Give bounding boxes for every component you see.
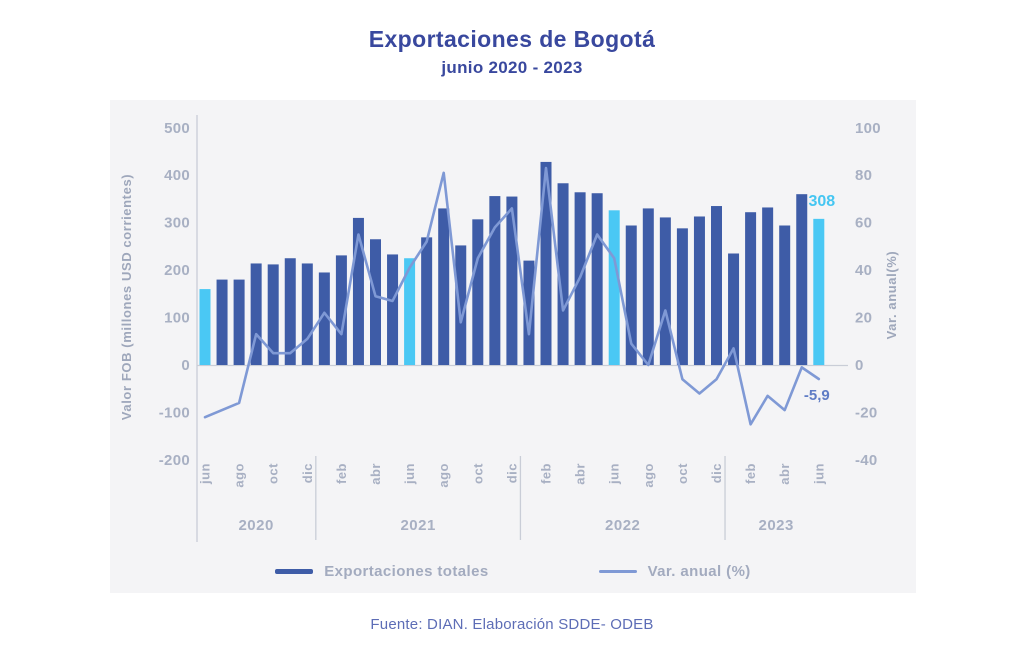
bar-jul-25 xyxy=(625,225,637,365)
left-axis-title: Valor FOB (millones USD corrientes) xyxy=(119,174,134,420)
left-axis-tick: 0 xyxy=(181,357,190,374)
x-axis-month-tick: abr xyxy=(368,463,383,485)
bar-dic-6 xyxy=(301,263,313,365)
right-axis-title: Var. anual(%) xyxy=(884,251,899,340)
x-axis-month-tick: jun xyxy=(198,463,213,485)
x-axis-month-tick: oct xyxy=(266,463,281,484)
x-axis-month-tick: abr xyxy=(777,463,792,485)
source-note: Fuente: DIAN. Elaboración SDDE- ODEB xyxy=(370,616,654,633)
bar-feb-20 xyxy=(540,161,552,365)
left-axis-tick: -200 xyxy=(159,452,190,469)
left-axis-tick: 500 xyxy=(164,120,190,137)
x-axis-year-label: 2022 xyxy=(605,517,640,534)
x-axis-month-tick: feb xyxy=(334,463,349,484)
bar-may-35 xyxy=(796,194,808,365)
right-axis-tick: 20 xyxy=(855,310,872,327)
last-bar-value-label: 308 xyxy=(808,193,835,210)
right-axis-tick: 80 xyxy=(855,167,872,184)
left-axis-tick: -100 xyxy=(159,404,190,421)
right-axis-tick: 100 xyxy=(855,120,881,137)
bar-may-11 xyxy=(387,254,399,365)
chart-plot-area: 5004003002001000-100-200100806040200-20-… xyxy=(119,115,899,542)
x-axis-year-label: 2021 xyxy=(400,517,435,534)
legend-line-swatch xyxy=(598,570,637,573)
x-axis-month-tick: jun xyxy=(402,463,417,485)
x-axis-month-tick: feb xyxy=(539,463,554,484)
bar-oct-28 xyxy=(676,228,688,365)
legend-line-label: Var. anual (%) xyxy=(647,563,751,580)
x-axis-year-label: 2023 xyxy=(758,517,793,534)
bar-mar-9 xyxy=(352,217,364,365)
bar-abr-10 xyxy=(370,239,381,365)
bar-ago-2 xyxy=(233,279,245,365)
bar-jul-1 xyxy=(216,279,228,365)
bar-dic-30 xyxy=(711,206,722,365)
x-axis-month-tick: dic xyxy=(504,463,519,483)
bar-sep-15 xyxy=(455,245,467,365)
bar-jun-24 xyxy=(608,210,620,365)
bar-oct-4 xyxy=(267,264,279,365)
bar-jun-0 xyxy=(199,289,211,365)
legend-item-var-anual: Var. anual (%) xyxy=(598,563,751,580)
bar-jun-12 xyxy=(404,258,416,365)
left-axis-tick: 400 xyxy=(164,167,190,184)
bar-ene-19 xyxy=(523,260,535,365)
bar-jun-36 xyxy=(813,218,825,365)
x-axis-month-tick: ago xyxy=(641,463,656,488)
right-axis-tick: -40 xyxy=(855,452,878,469)
x-axis-month-tick: dic xyxy=(300,463,315,483)
bar-ago-26 xyxy=(642,208,654,365)
right-axis-tick: 0 xyxy=(855,357,864,374)
bar-nov-17 xyxy=(489,196,501,365)
x-axis-year-label: 2020 xyxy=(238,517,273,534)
legend-bar-label: Exportaciones totales xyxy=(324,563,489,580)
bar-may-23 xyxy=(591,193,603,365)
x-axis-month-tick: ago xyxy=(436,463,451,488)
bar-jul-13 xyxy=(421,237,433,365)
bar-ago-14 xyxy=(438,208,450,365)
bar-mar-21 xyxy=(557,183,569,365)
left-axis-tick: 300 xyxy=(164,215,190,232)
legend-item-exportaciones-totales: Exportaciones totales xyxy=(275,563,488,580)
chart-title: Exportaciones de Bogotá xyxy=(368,26,656,52)
legend-bar-swatch xyxy=(275,569,314,574)
chart-card: 500 400 300 200 100 0 -100 -200 100 80 60 40 20 0 -20-… xyxy=(110,100,916,593)
last-line-value-label: -5,9 xyxy=(804,387,830,404)
bar-abr-34 xyxy=(779,225,791,365)
bar-sep-27 xyxy=(659,217,671,365)
bar-oct-16 xyxy=(472,219,484,365)
x-axis-month-tick: dic xyxy=(709,463,724,483)
bar-feb-32 xyxy=(745,212,757,365)
bar-ene-31 xyxy=(728,253,740,365)
chart-subtitle: junio 2020 - 2023 xyxy=(441,58,583,77)
bar-ene-7 xyxy=(318,272,330,365)
bar-dic-18 xyxy=(506,196,518,365)
bar-nov-5 xyxy=(284,258,296,365)
x-axis-month-tick: oct xyxy=(470,463,485,484)
left-axis-tick: 200 xyxy=(164,262,190,279)
x-axis-month-tick: jun xyxy=(811,463,826,485)
bar-mar-33 xyxy=(762,207,774,365)
bar-sep-3 xyxy=(250,263,262,365)
right-axis-tick: 60 xyxy=(855,215,872,232)
right-axis-tick: 40 xyxy=(855,262,872,279)
var-anual-line xyxy=(203,166,821,426)
x-axis-month-tick: jun xyxy=(607,463,622,485)
x-axis-month-tick: feb xyxy=(743,463,758,484)
bar-nov-29 xyxy=(693,216,705,365)
x-axis-month-tick: oct xyxy=(675,463,690,484)
x-axis-month-tick: abr xyxy=(573,463,588,485)
x-axis-month-tick: ago xyxy=(232,463,247,488)
chart-legend: Exportaciones totales Var. anual (%) xyxy=(110,563,916,580)
left-axis-tick: 100 xyxy=(164,310,190,327)
right-axis-tick: -20 xyxy=(855,404,878,421)
bar-feb-8 xyxy=(335,255,347,365)
